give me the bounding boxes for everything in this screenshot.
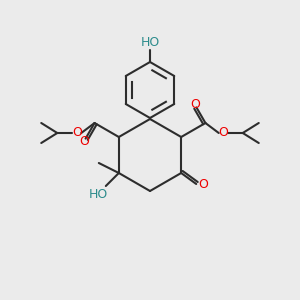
Text: HO: HO bbox=[89, 188, 108, 202]
Text: O: O bbox=[198, 178, 208, 190]
Text: O: O bbox=[218, 127, 228, 140]
Text: HO: HO bbox=[140, 35, 160, 49]
Text: O: O bbox=[72, 127, 82, 140]
Text: O: O bbox=[79, 135, 89, 148]
Text: O: O bbox=[190, 98, 200, 111]
